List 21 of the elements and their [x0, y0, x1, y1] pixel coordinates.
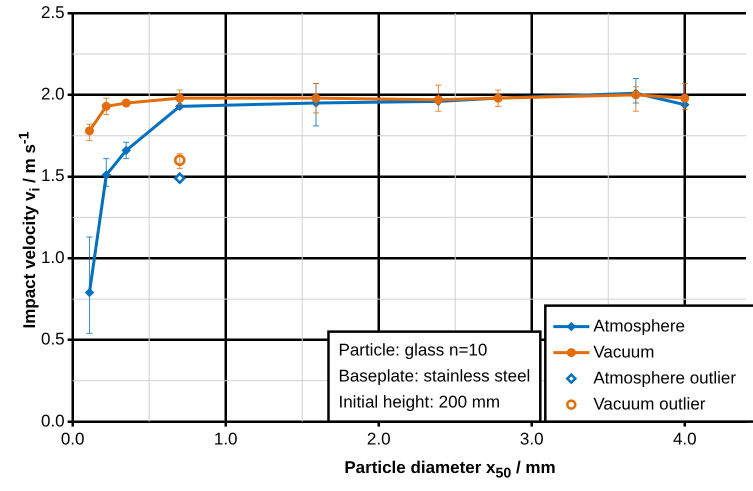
x-tick-label: 2.0 — [366, 429, 391, 448]
legend-label: Vacuum outlier — [593, 394, 706, 414]
y-tick-label: 2.5 — [40, 2, 65, 22]
x-tick-label: 0.0 — [60, 429, 84, 448]
x-tick-label: 1.0 — [214, 429, 238, 448]
point — [174, 172, 186, 184]
y-tick-label: 2.0 — [40, 84, 65, 104]
legend-label: Atmosphere outlier — [593, 368, 736, 388]
annotation: Initial height: 200 mm — [338, 392, 500, 412]
annotation: Particle: glass n=10 — [338, 340, 488, 360]
x-tick-label: 3.0 — [520, 429, 544, 448]
x-axis-title: Particle diameter x$_{50}$ / mm — [343, 458, 557, 482]
y-tick-label: 1.5 — [40, 166, 65, 186]
y-tick-label: 0.0 — [40, 411, 65, 430]
x-tick-label: 4.0 — [672, 429, 697, 448]
y-tick-label: 0.5 — [40, 330, 65, 349]
y-tick-label: 1.0 — [40, 248, 65, 267]
point — [122, 98, 131, 108]
legend-label: Vacuum — [593, 342, 654, 362]
legend-label: Atmosphere — [593, 316, 685, 336]
annotation: Baseplate: stainless steel — [338, 366, 530, 386]
